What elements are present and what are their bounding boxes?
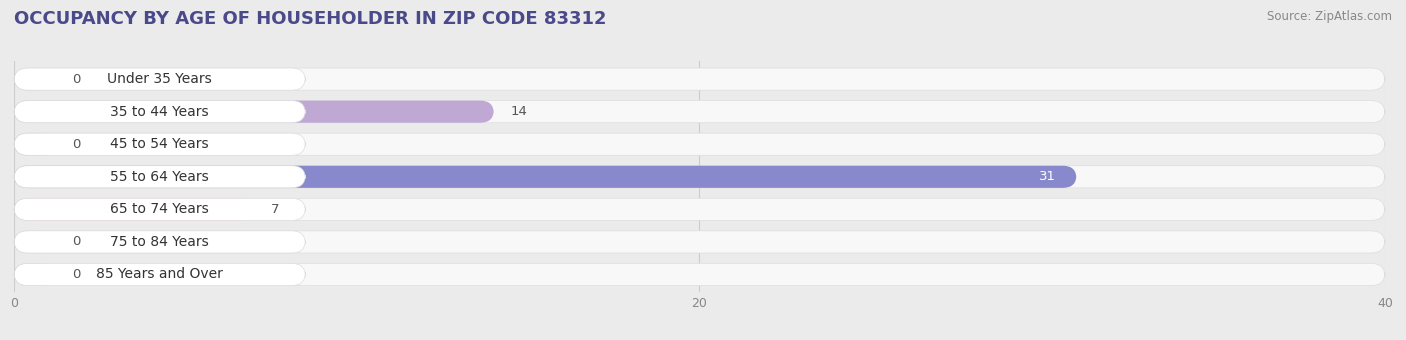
Text: 35 to 44 Years: 35 to 44 Years [111,105,209,119]
FancyBboxPatch shape [14,198,305,220]
Text: 0: 0 [72,73,80,86]
FancyBboxPatch shape [14,231,305,253]
FancyBboxPatch shape [14,264,1385,286]
FancyBboxPatch shape [14,264,305,286]
Text: 65 to 74 Years: 65 to 74 Years [110,202,209,216]
FancyBboxPatch shape [14,133,55,155]
Text: 0: 0 [72,268,80,281]
FancyBboxPatch shape [14,231,1385,253]
FancyBboxPatch shape [14,166,1385,188]
Text: 0: 0 [72,138,80,151]
Text: 85 Years and Over: 85 Years and Over [96,268,224,282]
Text: OCCUPANCY BY AGE OF HOUSEHOLDER IN ZIP CODE 83312: OCCUPANCY BY AGE OF HOUSEHOLDER IN ZIP C… [14,10,606,28]
FancyBboxPatch shape [14,166,305,188]
FancyBboxPatch shape [14,68,1385,90]
FancyBboxPatch shape [14,101,305,123]
Text: 31: 31 [1039,170,1056,183]
Text: 0: 0 [72,235,80,249]
Text: 7: 7 [271,203,280,216]
Text: 14: 14 [510,105,527,118]
Text: Under 35 Years: Under 35 Years [107,72,212,86]
FancyBboxPatch shape [14,101,1385,123]
Text: 75 to 84 Years: 75 to 84 Years [110,235,209,249]
FancyBboxPatch shape [14,68,55,90]
FancyBboxPatch shape [14,133,1385,155]
Text: Source: ZipAtlas.com: Source: ZipAtlas.com [1267,10,1392,23]
FancyBboxPatch shape [14,198,1385,220]
FancyBboxPatch shape [14,166,1077,188]
FancyBboxPatch shape [14,68,305,90]
Text: 55 to 64 Years: 55 to 64 Years [110,170,209,184]
FancyBboxPatch shape [14,198,254,220]
FancyBboxPatch shape [14,231,55,253]
Text: 45 to 54 Years: 45 to 54 Years [111,137,209,151]
FancyBboxPatch shape [14,101,494,123]
FancyBboxPatch shape [14,264,55,286]
FancyBboxPatch shape [14,133,305,155]
